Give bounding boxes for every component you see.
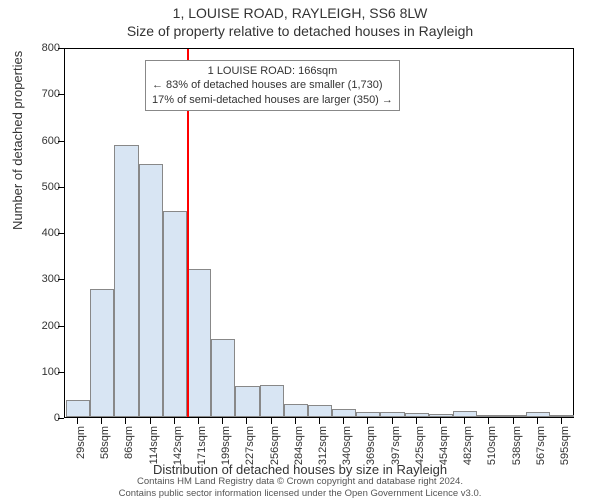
- x-tick-label: 595sqm: [559, 426, 571, 476]
- y-tick-mark: [58, 48, 64, 49]
- histogram-bar: [477, 415, 501, 417]
- y-axis-title: Number of detached properties: [10, 51, 25, 230]
- histogram-bar: [332, 409, 356, 417]
- x-tick-mark: [77, 418, 78, 424]
- y-tick-mark: [58, 141, 64, 142]
- histogram-bar: [114, 145, 138, 417]
- chart-title-block: 1, LOUISE ROAD, RAYLEIGH, SS6 8LW Size o…: [0, 0, 600, 40]
- y-tick-label: 300: [30, 273, 60, 285]
- x-tick-label: 171sqm: [196, 426, 208, 476]
- histogram-bar: [187, 269, 211, 417]
- x-tick-mark: [464, 418, 465, 424]
- x-tick-label: 142sqm: [172, 426, 184, 476]
- x-tick-label: 227sqm: [244, 426, 256, 476]
- x-tick-mark: [319, 418, 320, 424]
- annotation-line: ← 83% of detached houses are smaller (1,…: [152, 78, 393, 92]
- x-tick-label: 29sqm: [75, 426, 87, 476]
- y-tick-label: 800: [30, 42, 60, 54]
- x-tick-mark: [222, 418, 223, 424]
- histogram-bar: [90, 289, 114, 417]
- histogram-bar: [501, 415, 525, 417]
- x-tick-label: 256sqm: [269, 426, 281, 476]
- x-tick-label: 199sqm: [220, 426, 232, 476]
- histogram-bar: [235, 386, 259, 417]
- histogram-bar: [453, 411, 477, 417]
- x-tick-label: 567sqm: [535, 426, 547, 476]
- y-tick-label: 200: [30, 320, 60, 332]
- annotation-line: 17% of semi-detached houses are larger (…: [152, 93, 393, 107]
- y-tick-mark: [58, 187, 64, 188]
- histogram-bar: [405, 413, 429, 417]
- histogram-bar: [308, 405, 332, 417]
- y-tick-label: 700: [30, 88, 60, 100]
- x-tick-mark: [440, 418, 441, 424]
- histogram-bar: [356, 412, 380, 417]
- x-tick-label: 510sqm: [486, 426, 498, 476]
- x-tick-label: 312sqm: [317, 426, 329, 476]
- histogram-bar: [380, 412, 404, 417]
- x-tick-mark: [198, 418, 199, 424]
- x-tick-label: 284sqm: [293, 426, 305, 476]
- y-tick-label: 500: [30, 181, 60, 193]
- footer-attribution: Contains HM Land Registry data © Crown c…: [0, 476, 600, 499]
- x-tick-label: 425sqm: [414, 426, 426, 476]
- x-tick-mark: [561, 418, 562, 424]
- x-tick-mark: [367, 418, 368, 424]
- histogram-bar: [526, 412, 550, 417]
- histogram-bar: [260, 385, 284, 417]
- x-tick-mark: [537, 418, 538, 424]
- histogram-bar: [163, 211, 187, 417]
- y-tick-label: 100: [30, 366, 60, 378]
- x-tick-mark: [174, 418, 175, 424]
- x-tick-mark: [392, 418, 393, 424]
- histogram-bar: [139, 164, 163, 417]
- x-tick-mark: [416, 418, 417, 424]
- x-tick-label: 482sqm: [462, 426, 474, 476]
- y-tick-label: 600: [30, 135, 60, 147]
- x-tick-label: 369sqm: [365, 426, 377, 476]
- histogram-bar: [66, 400, 90, 417]
- annotation-box: 1 LOUISE ROAD: 166sqm← 83% of detached h…: [145, 60, 400, 111]
- x-tick-mark: [488, 418, 489, 424]
- histogram-bar: [284, 404, 308, 417]
- histogram-bar: [211, 339, 235, 417]
- x-tick-mark: [125, 418, 126, 424]
- y-tick-mark: [58, 279, 64, 280]
- title-line-1: 1, LOUISE ROAD, RAYLEIGH, SS6 8LW: [0, 4, 600, 22]
- x-tick-label: 538sqm: [511, 426, 523, 476]
- x-tick-label: 340sqm: [341, 426, 353, 476]
- y-tick-mark: [58, 94, 64, 95]
- x-tick-mark: [513, 418, 514, 424]
- x-tick-label: 397sqm: [390, 426, 402, 476]
- y-tick-label: 400: [30, 227, 60, 239]
- y-tick-mark: [58, 418, 64, 419]
- histogram-bar: [429, 414, 453, 417]
- histogram-bar: [550, 415, 574, 417]
- x-tick-label: 58sqm: [99, 426, 111, 476]
- x-tick-mark: [295, 418, 296, 424]
- footer-line-2: Contains public sector information licen…: [0, 488, 600, 499]
- x-tick-label: 86sqm: [123, 426, 135, 476]
- y-tick-mark: [58, 326, 64, 327]
- x-tick-mark: [101, 418, 102, 424]
- title-line-2: Size of property relative to detached ho…: [0, 22, 600, 40]
- x-tick-mark: [246, 418, 247, 424]
- x-tick-mark: [150, 418, 151, 424]
- x-tick-label: 454sqm: [438, 426, 450, 476]
- annotation-line: 1 LOUISE ROAD: 166sqm: [152, 64, 393, 78]
- y-tick-label: 0: [30, 412, 60, 424]
- footer-line-1: Contains HM Land Registry data © Crown c…: [0, 476, 600, 487]
- x-tick-label: 114sqm: [148, 426, 160, 476]
- x-tick-mark: [343, 418, 344, 424]
- y-tick-mark: [58, 233, 64, 234]
- y-tick-mark: [58, 372, 64, 373]
- x-tick-mark: [271, 418, 272, 424]
